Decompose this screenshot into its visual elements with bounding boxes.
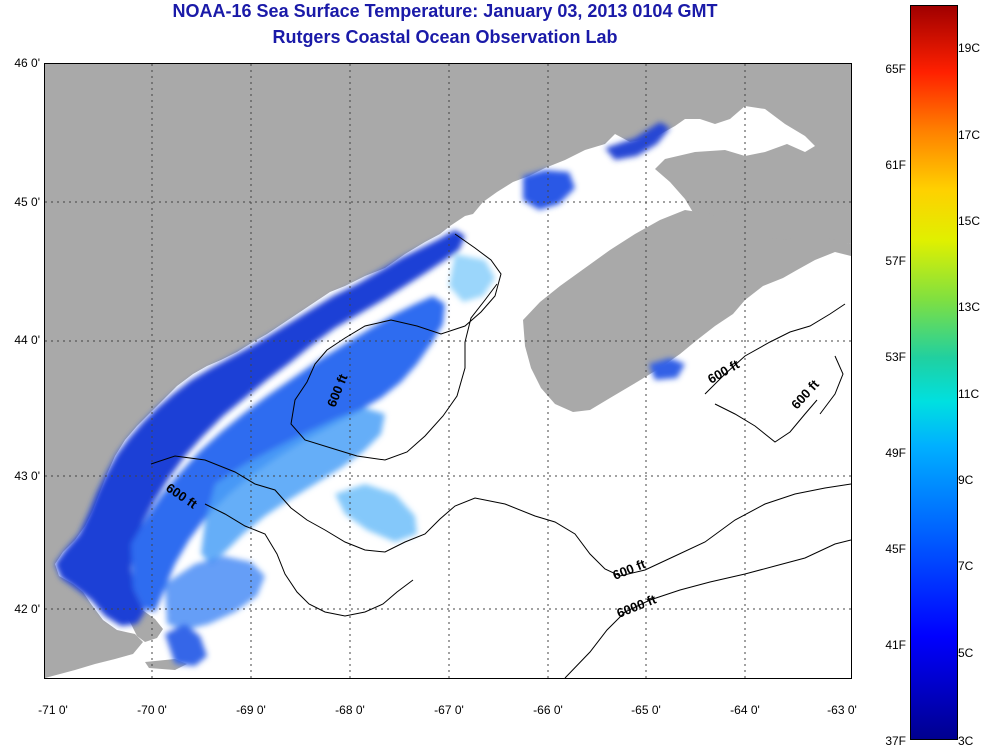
map-grid: [45, 64, 851, 678]
lon-label-65: -65 0': [631, 703, 661, 717]
lon-label-66: -66 0': [533, 703, 563, 717]
colorbar-c-17: 17C: [958, 128, 981, 142]
map-canvas: 600 ft 600 ft 600 ft 600 ft 600 ft 6000 …: [45, 64, 851, 678]
contour-label-3: 600 ft: [611, 556, 649, 583]
colorbar-f-41: 41F: [885, 638, 906, 652]
land-mainland: [45, 64, 851, 678]
colorbar-f-61: 61F: [885, 158, 906, 172]
colorbar-c-19: 19C: [958, 41, 981, 55]
colorbar-f-49: 49F: [885, 446, 906, 460]
map-title: NOAA-16 Sea Surface Temperature: January…: [172, 1, 718, 21]
lon-label-63: -63 0': [827, 703, 857, 717]
lat-label-46: 46 0': [14, 56, 40, 70]
bathymetry-contours: [150, 233, 851, 678]
colorbar-c-9: 9C: [958, 473, 974, 487]
map-subtitle: Rutgers Coastal Ocean Observation Lab: [272, 27, 618, 47]
colorbar-f-53: 53F: [885, 350, 906, 364]
contour-label-5: 600 ft: [788, 376, 822, 412]
lon-label-71: -71 0': [38, 703, 68, 717]
lon-label-64: -64 0': [730, 703, 760, 717]
contour-label-6: 6000 ft: [615, 591, 659, 621]
temperature-colorbar: [910, 5, 958, 740]
lon-label-67: -67 0': [434, 703, 464, 717]
land-nova-scotia: [523, 210, 851, 412]
colorbar-f-65: 65F: [885, 62, 906, 76]
lat-label-43: 43 0': [14, 469, 40, 483]
colorbar-c-11: 11C: [958, 387, 980, 401]
lon-label-68: -68 0': [335, 703, 365, 717]
colorbar-f-37: 37F: [885, 734, 906, 748]
contour-label-4: 600 ft: [705, 356, 742, 386]
lon-label-70: -70 0': [137, 703, 167, 717]
lat-label-45: 45 0': [14, 195, 40, 209]
colorbar-c-3: 3C: [958, 734, 974, 748]
sst-coverage: [55, 122, 685, 666]
colorbar-f-57: 57F: [885, 254, 906, 268]
colorbar-f-45: 45F: [885, 542, 906, 556]
colorbar-c-13: 13C: [958, 300, 981, 314]
colorbar-c-7: 7C: [958, 559, 974, 573]
colorbar-c-5: 5C: [958, 646, 974, 660]
lat-label-42: 42 0': [14, 602, 40, 616]
lat-label-44: 44 0': [14, 333, 40, 347]
lon-label-69: -69 0': [236, 703, 266, 717]
sst-map: 600 ft 600 ft 600 ft 600 ft 600 ft 6000 …: [44, 63, 852, 679]
colorbar-c-15: 15C: [958, 214, 981, 228]
